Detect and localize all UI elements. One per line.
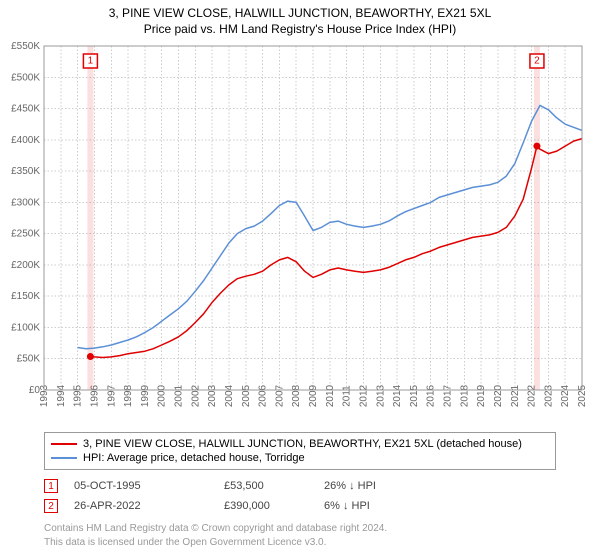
svg-text:2019: 2019 (476, 384, 487, 407)
sale-date: 05-OCT-1995 (74, 480, 224, 492)
svg-text:£50K: £50K (17, 354, 41, 365)
svg-text:2023: 2023 (543, 384, 554, 407)
svg-text:1999: 1999 (140, 384, 151, 407)
chart-plot: £0£50K£100K£150K£200K£250K£300K£350K£400… (0, 40, 600, 428)
svg-text:£250K: £250K (11, 229, 40, 240)
sale-price: £53,500 (224, 480, 324, 492)
svg-text:2017: 2017 (443, 384, 454, 407)
chart-subtitle: Price paid vs. HM Land Registry's House … (0, 20, 600, 40)
svg-text:£100K: £100K (11, 322, 40, 333)
svg-text:£550K: £550K (11, 41, 40, 52)
svg-text:2000: 2000 (157, 384, 168, 407)
sale-delta: 26% ↓ HPI (324, 480, 444, 492)
legend-swatch (51, 457, 77, 459)
svg-text:1: 1 (88, 56, 94, 67)
svg-text:2004: 2004 (224, 384, 235, 407)
chart-svg: £0£50K£100K£150K£200K£250K£300K£350K£400… (0, 40, 600, 428)
svg-text:1997: 1997 (106, 384, 117, 407)
svg-text:2: 2 (534, 56, 540, 67)
svg-text:2009: 2009 (308, 384, 319, 407)
sales-table: 1 05-OCT-1995£53,50026% ↓ HPI 2 26-APR-2022… (44, 476, 556, 516)
svg-text:2010: 2010 (325, 384, 336, 407)
svg-text:2021: 2021 (510, 384, 521, 407)
sale-badge: 1 (44, 479, 58, 493)
svg-text:1994: 1994 (56, 384, 67, 407)
legend-item: 3, PINE VIEW CLOSE, HALWILL JUNCTION, BE… (51, 437, 549, 451)
legend-item: HPI: Average price, detached house, Torr… (51, 451, 549, 465)
sale-badge: 2 (44, 499, 58, 513)
sale-row: 1 05-OCT-1995£53,50026% ↓ HPI (44, 476, 556, 496)
svg-text:2001: 2001 (174, 384, 185, 407)
svg-text:2014: 2014 (392, 384, 403, 407)
svg-text:2007: 2007 (274, 384, 285, 407)
chart-container: 3, PINE VIEW CLOSE, HALWILL JUNCTION, BE… (0, 0, 600, 560)
svg-text:£500K: £500K (11, 72, 40, 83)
svg-text:£300K: £300K (11, 197, 40, 208)
license-line-2: This data is licensed under the Open Gov… (44, 536, 556, 550)
legend-label: HPI: Average price, detached house, Torr… (83, 452, 305, 464)
svg-text:2016: 2016 (426, 384, 437, 407)
svg-text:2008: 2008 (291, 384, 302, 407)
svg-text:2011: 2011 (342, 385, 353, 407)
svg-text:2013: 2013 (375, 384, 386, 407)
svg-text:£350K: £350K (11, 166, 40, 177)
svg-text:£400K: £400K (11, 135, 40, 146)
svg-text:£200K: £200K (11, 260, 40, 271)
legend-label: 3, PINE VIEW CLOSE, HALWILL JUNCTION, BE… (83, 438, 522, 450)
svg-text:1998: 1998 (123, 384, 134, 407)
sale-row: 2 26-APR-2022£390,0006% ↓ HPI (44, 496, 556, 516)
sale-delta: 6% ↓ HPI (324, 500, 444, 512)
svg-text:2002: 2002 (190, 384, 201, 407)
svg-text:2005: 2005 (241, 384, 252, 407)
svg-text:2006: 2006 (258, 384, 269, 407)
svg-text:2012: 2012 (358, 384, 369, 407)
svg-text:2024: 2024 (560, 384, 571, 407)
svg-text:1995: 1995 (73, 384, 84, 407)
license-line-1: Contains HM Land Registry data © Crown c… (44, 522, 556, 536)
legend-panel: 3, PINE VIEW CLOSE, HALWILL JUNCTION, BE… (44, 432, 556, 470)
svg-text:£450K: £450K (11, 104, 40, 115)
legend-swatch (51, 443, 77, 445)
svg-text:2003: 2003 (207, 384, 218, 407)
svg-text:2015: 2015 (409, 384, 420, 407)
chart-title: 3, PINE VIEW CLOSE, HALWILL JUNCTION, BE… (0, 0, 600, 20)
sale-price: £390,000 (224, 500, 324, 512)
svg-text:2020: 2020 (493, 384, 504, 407)
svg-text:2018: 2018 (459, 384, 470, 407)
svg-text:£150K: £150K (11, 291, 40, 302)
license-text: Contains HM Land Registry data © Crown c… (44, 522, 556, 549)
sale-date: 26-APR-2022 (74, 500, 224, 512)
